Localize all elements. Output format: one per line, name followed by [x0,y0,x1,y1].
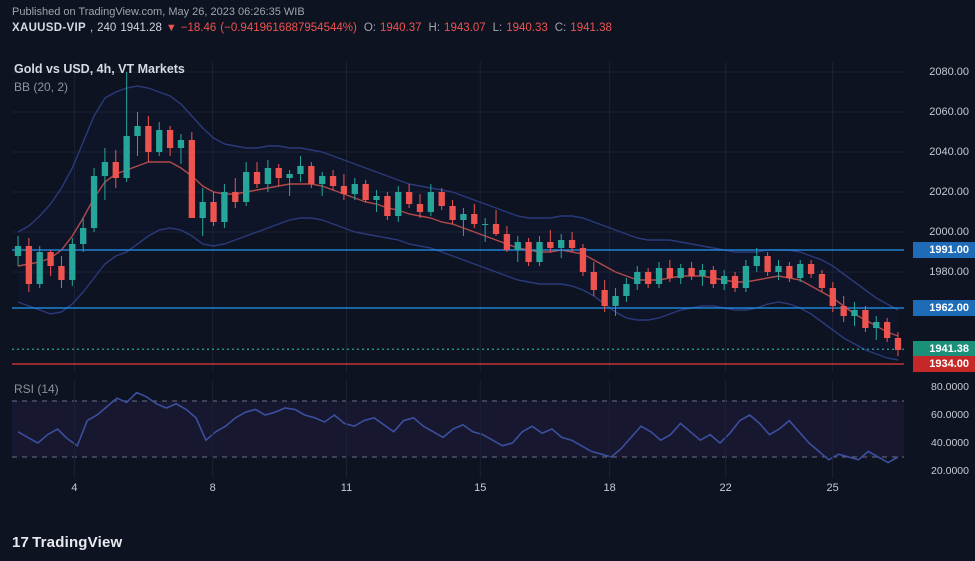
publish-header: Published on TradingView.com, May 26, 20… [0,0,975,20]
interval: 240 [97,22,116,34]
footer-brand: 17TradingView [12,534,122,551]
main-chart-area[interactable]: Gold vs USD, 4h, VT Markets BB (20, 2) [12,62,904,372]
time-tick: 18 [604,482,616,494]
price-tag: 1991.00 [913,242,975,258]
price-tick: 2000.00 [929,226,969,238]
brand-logo-icon: 17 [12,534,29,551]
time-tick: 11 [341,482,352,494]
change-abs: −18.46 [181,22,217,34]
change-pct: (−0.9419616887954544%) [220,22,357,34]
val-O: 1940.37 [380,22,422,34]
rsi-label: RSI (14) [14,382,59,396]
candlestick-svg [12,62,904,372]
price-tick: 2020.00 [929,186,969,198]
time-tick: 25 [827,482,839,494]
price-axis: 2080.00 2060.00 2040.00 2020.00 2000.00 1980.… [909,62,975,372]
rsi-axis: 80.0000 60.0000 40.0000 20.0000 [909,380,975,478]
label-O: O: [364,22,376,34]
rsi-svg [12,380,904,478]
price-tag: 1934.00 [913,356,975,372]
label-H: H: [429,22,441,34]
val-L: 1940.33 [506,22,548,34]
symbol-info-row: XAUUSD-VIP, 240 1941.28 ▼ −18.46 (−0.941… [0,20,975,36]
brand-name: TradingView [32,534,122,551]
published-text: Published on TradingView.com, May 26, 20… [12,6,305,18]
label-C: C: [555,22,567,34]
rsi-tick: 60.0000 [931,409,969,421]
price-tick: 2040.00 [929,146,969,158]
last-price: 1941.28 [120,22,162,34]
time-tick: 8 [210,482,216,494]
rsi-area[interactable]: RSI (14) [12,380,904,478]
direction-down-icon: ▼ [166,22,177,34]
time-axis: 4 8 11 15 18 22 25 [12,482,904,500]
price-tick: 1980.00 [929,266,969,278]
price-tick: 2060.00 [929,106,969,118]
time-tick: 22 [719,482,731,494]
label-L: L: [493,22,503,34]
rsi-tick: 40.0000 [931,437,969,449]
chart-title: Gold vs USD, 4h, VT Markets [14,62,185,76]
symbol-name: XAUUSD-VIP [12,22,86,34]
price-tag: 1941.38 [913,341,975,357]
time-tick: 4 [71,482,77,494]
price-tick: 2080.00 [929,66,969,78]
val-H: 1943.07 [444,22,486,34]
val-C: 1941.38 [570,22,612,34]
bb-label: BB (20, 2) [14,80,68,94]
time-tick: 15 [474,482,486,494]
rsi-tick: 20.0000 [931,465,969,477]
price-tag: 1962.00 [913,300,975,316]
rsi-tick: 80.0000 [931,381,969,393]
